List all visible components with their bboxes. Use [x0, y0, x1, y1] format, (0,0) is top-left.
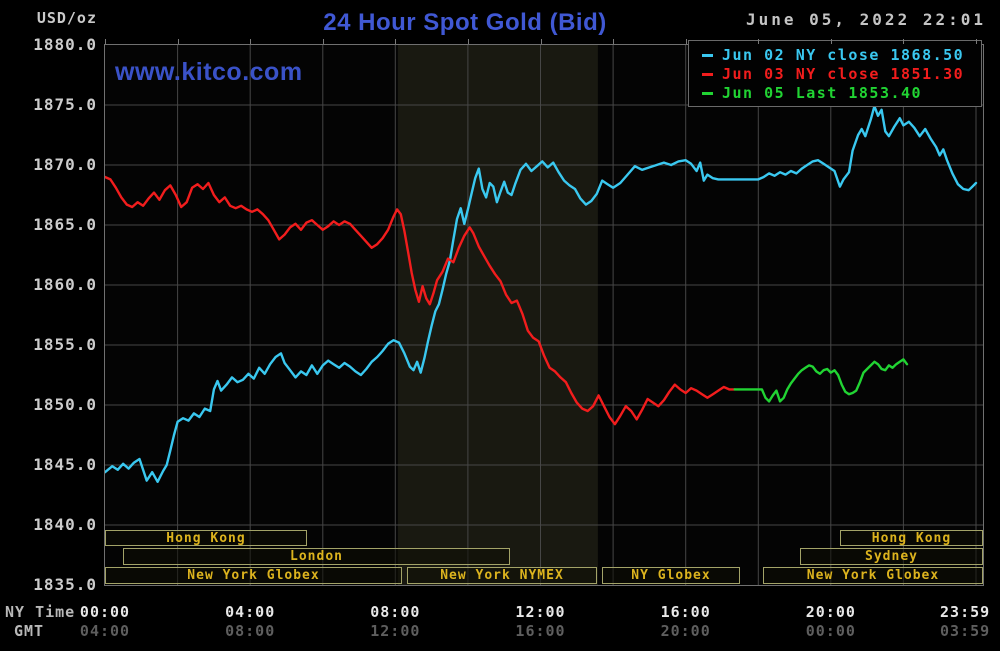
top-axis-tick — [903, 39, 904, 44]
legend-row-jun05: Jun 05 Last 1853.40 — [689, 83, 981, 102]
top-axis-tick — [831, 39, 832, 44]
session-bar-hong-kong: Hong Kong — [840, 530, 983, 546]
ny-time-axis-label: NY Time — [5, 603, 76, 621]
x-tick-label-ny-time: 00:00 — [79, 603, 131, 621]
top-axis-tick — [686, 39, 687, 44]
x-tick-label-gmt: 03:59 — [940, 622, 991, 640]
top-axis-tick — [976, 39, 977, 44]
y-tick-label: 1855.0 — [33, 335, 97, 354]
legend-label: Jun 03 NY close 1851.30 — [722, 65, 965, 83]
session-bar-new-york-nymex: New York NYMEX — [407, 567, 597, 584]
session-label: Sydney — [865, 549, 918, 564]
page-title: 24 Hour Spot Gold (Bid) — [323, 9, 607, 36]
x-tick-label-gmt: 04:00 — [79, 622, 131, 640]
x-tick-label-ny-time: 16:00 — [660, 603, 711, 621]
session-bar-new-york-globex: New York Globex — [763, 567, 983, 584]
legend-dash-icon — [702, 54, 713, 57]
top-axis-tick — [105, 39, 106, 44]
y-tick-label: 1840.0 — [33, 515, 97, 534]
legend-row-jun02: Jun 02 NY close 1868.50 — [689, 45, 981, 64]
nymex-shaded-band — [397, 45, 598, 585]
y-tick-label: 1870.0 — [33, 155, 97, 174]
top-axis-tick — [395, 39, 396, 44]
x-tick-label-ny-time: 23:59 — [940, 603, 991, 621]
session-label: New York Globex — [806, 568, 940, 583]
x-tick-label-gmt: 00:00 — [805, 622, 856, 640]
x-tick-label-ny-time: 20:00 — [805, 603, 856, 621]
price-line-jun03 — [105, 175, 736, 426]
x-tick-label-ny-time: 12:00 — [515, 603, 566, 621]
chart-svg — [105, 45, 983, 585]
legend-row-jun03: Jun 03 NY close 1851.30 — [689, 64, 981, 83]
session-bar-new-york-globex: New York Globex — [105, 567, 402, 584]
session-bar-ny-globex: NY Globex — [602, 567, 740, 584]
gmt-axis-label: GMT — [14, 622, 45, 640]
session-bar-hong-kong: Hong Kong — [105, 530, 307, 546]
top-axis-tick — [613, 39, 614, 44]
units-label: USD/oz — [36, 9, 97, 27]
session-bar-london: London — [123, 548, 510, 565]
session-label: NY Globex — [631, 568, 711, 583]
x-tick-label-ny-time: 04:00 — [225, 603, 276, 621]
session-label: London — [290, 549, 343, 564]
legend-label: Jun 05 Last 1853.40 — [722, 84, 923, 102]
session-label: New York NYMEX — [440, 568, 564, 583]
price-line-jun05 — [733, 358, 909, 403]
legend-label: Jun 02 NY close 1868.50 — [722, 46, 965, 64]
session-label: New York Globex — [187, 568, 320, 583]
top-axis-tick — [468, 39, 469, 44]
x-tick-label-ny-time: 08:00 — [370, 603, 421, 621]
top-axis-tick — [323, 39, 324, 44]
y-tick-label: 1880.0 — [33, 35, 97, 54]
y-tick-label: 1875.0 — [33, 95, 97, 114]
session-label: Hong Kong — [871, 530, 952, 546]
session-label: Hong Kong — [166, 530, 246, 546]
y-tick-label: 1835.0 — [33, 575, 97, 594]
top-axis-tick — [178, 39, 179, 44]
top-axis-tick — [758, 39, 759, 44]
x-tick-label-gmt: 16:00 — [515, 622, 566, 640]
top-axis-tick — [541, 39, 542, 44]
top-axis-tick — [250, 39, 251, 44]
datetime-label: June 05, 2022 22:01 — [745, 10, 986, 29]
y-tick-label: 1850.0 — [33, 395, 97, 414]
x-tick-label-gmt: 08:00 — [225, 622, 276, 640]
y-tick-label: 1860.0 — [33, 275, 97, 294]
session-bar-sydney: Sydney — [800, 548, 983, 565]
plot-area: www.kitco.com Jun 02 NY close 1868.50 Jun… — [104, 40, 984, 586]
y-tick-label: 1845.0 — [33, 455, 97, 474]
x-tick-label-gmt: 20:00 — [660, 622, 711, 640]
legend-dash-icon — [702, 73, 713, 76]
y-tick-label: 1865.0 — [33, 215, 97, 234]
legend-dash-icon — [702, 92, 713, 95]
price-line-jun02 — [105, 105, 978, 483]
legend-box: Jun 02 NY close 1868.50 Jun 03 NY close 1… — [688, 40, 982, 107]
x-tick-label-gmt: 12:00 — [370, 622, 421, 640]
kitco-watermark: www.kitco.com — [115, 58, 303, 86]
